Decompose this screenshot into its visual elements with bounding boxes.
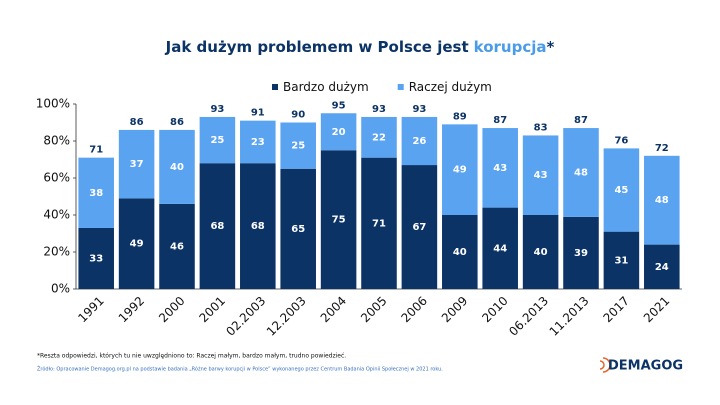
bar-segment <box>401 116 438 166</box>
total-label: 76 <box>614 135 628 146</box>
bar-segment <box>361 116 397 158</box>
value-label: 23 <box>251 137 265 148</box>
value-label: 75 <box>332 215 346 226</box>
total-label: 83 <box>534 122 548 133</box>
bar-segment <box>280 168 316 289</box>
legend-swatch <box>272 84 278 90</box>
y-tick-label: 40% <box>43 208 70 222</box>
value-label: 48 <box>655 195 669 206</box>
value-label: 40 <box>170 162 184 173</box>
value-label: 25 <box>291 141 305 152</box>
bar-segment <box>482 207 518 289</box>
value-label: 68 <box>210 221 224 232</box>
bar-segment <box>644 155 680 245</box>
legend-label: Bardzo dużym <box>283 80 369 94</box>
value-label: 26 <box>412 136 426 147</box>
value-label: 24 <box>655 262 669 273</box>
bar-segment <box>118 198 155 289</box>
chart-title: Jak dużym problemem w Polsce jest korupcj… <box>165 38 555 56</box>
value-label: 71 <box>372 218 386 229</box>
value-label: 48 <box>574 167 588 178</box>
value-label: 49 <box>130 239 144 250</box>
logo: DEMAGOG <box>599 357 683 374</box>
y-tick-label: 0% <box>51 282 70 296</box>
y-tick-label: 100% <box>36 97 70 111</box>
total-label: 93 <box>372 104 386 115</box>
title-main: Jak dużym problemem w Polsce jest <box>165 38 469 56</box>
total-label: 86 <box>130 117 144 128</box>
logo-icon <box>602 357 611 373</box>
value-label: 40 <box>453 247 467 258</box>
value-label: 44 <box>493 243 507 254</box>
bar-segment <box>118 129 155 199</box>
y-tick-label: 60% <box>43 171 70 185</box>
source: Źródło: Opracowanie Demagog.org.pl na po… <box>37 365 443 373</box>
bar-segment <box>78 157 114 228</box>
bar-segment <box>159 203 195 289</box>
bar-segment <box>644 244 680 289</box>
bar-segment <box>280 122 316 169</box>
total-label: 90 <box>291 110 305 121</box>
bar-segment <box>603 148 640 232</box>
value-label: 45 <box>614 185 628 196</box>
bar-segment <box>563 216 599 289</box>
legend-swatch <box>397 84 404 90</box>
total-label: 95 <box>332 100 346 111</box>
y-tick-label: 20% <box>43 245 70 259</box>
bar-segment <box>442 124 478 215</box>
bar-segment <box>603 231 640 289</box>
total-label: 72 <box>655 143 669 154</box>
bar-segment <box>442 215 478 289</box>
value-label: 49 <box>453 165 467 176</box>
value-label: 20 <box>332 127 346 138</box>
bar-segment <box>240 120 276 164</box>
bar-segment <box>320 113 357 151</box>
bar-segment <box>522 215 559 289</box>
total-label: 91 <box>251 108 265 119</box>
title-suffix: * <box>546 38 554 56</box>
value-label: 40 <box>534 247 548 258</box>
logo-text: DEMAGOG <box>608 359 683 374</box>
value-label: 31 <box>614 255 628 266</box>
total-label: 93 <box>210 104 224 115</box>
value-label: 65 <box>291 224 305 235</box>
bar-segment <box>482 128 518 208</box>
value-label: 33 <box>89 253 103 264</box>
legend-label: Raczej dużym <box>409 80 492 94</box>
logo-icon <box>599 360 605 370</box>
value-label: 43 <box>534 170 548 181</box>
total-label: 71 <box>89 145 103 156</box>
footnote: *Reszta odpowiedzi, których tu nie uwzgl… <box>37 353 346 360</box>
bar-segment <box>320 150 357 289</box>
total-label: 86 <box>170 117 184 128</box>
y-tick-label: 80% <box>43 134 70 148</box>
bar-segment <box>522 135 559 215</box>
bar-segment <box>240 163 276 289</box>
value-label: 25 <box>210 135 224 146</box>
total-label: 89 <box>453 111 467 122</box>
value-label: 39 <box>574 248 588 259</box>
title-highlight: korupcja <box>474 38 547 56</box>
value-label: 22 <box>372 132 386 143</box>
bar-segment <box>78 227 114 289</box>
value-label: 43 <box>493 163 507 174</box>
total-label: 93 <box>412 104 426 115</box>
value-label: 38 <box>89 188 103 199</box>
total-label: 87 <box>574 115 588 126</box>
value-label: 37 <box>130 159 144 170</box>
bar-segment <box>361 157 397 289</box>
value-label: 68 <box>251 221 265 232</box>
total-label: 87 <box>493 115 507 126</box>
bar-segment <box>199 116 236 164</box>
bar-segment <box>199 163 236 289</box>
bar-segment <box>401 165 438 289</box>
bar-segment <box>563 128 599 217</box>
bar-segment <box>159 129 195 204</box>
value-label: 46 <box>170 241 184 252</box>
value-label: 67 <box>412 222 426 233</box>
